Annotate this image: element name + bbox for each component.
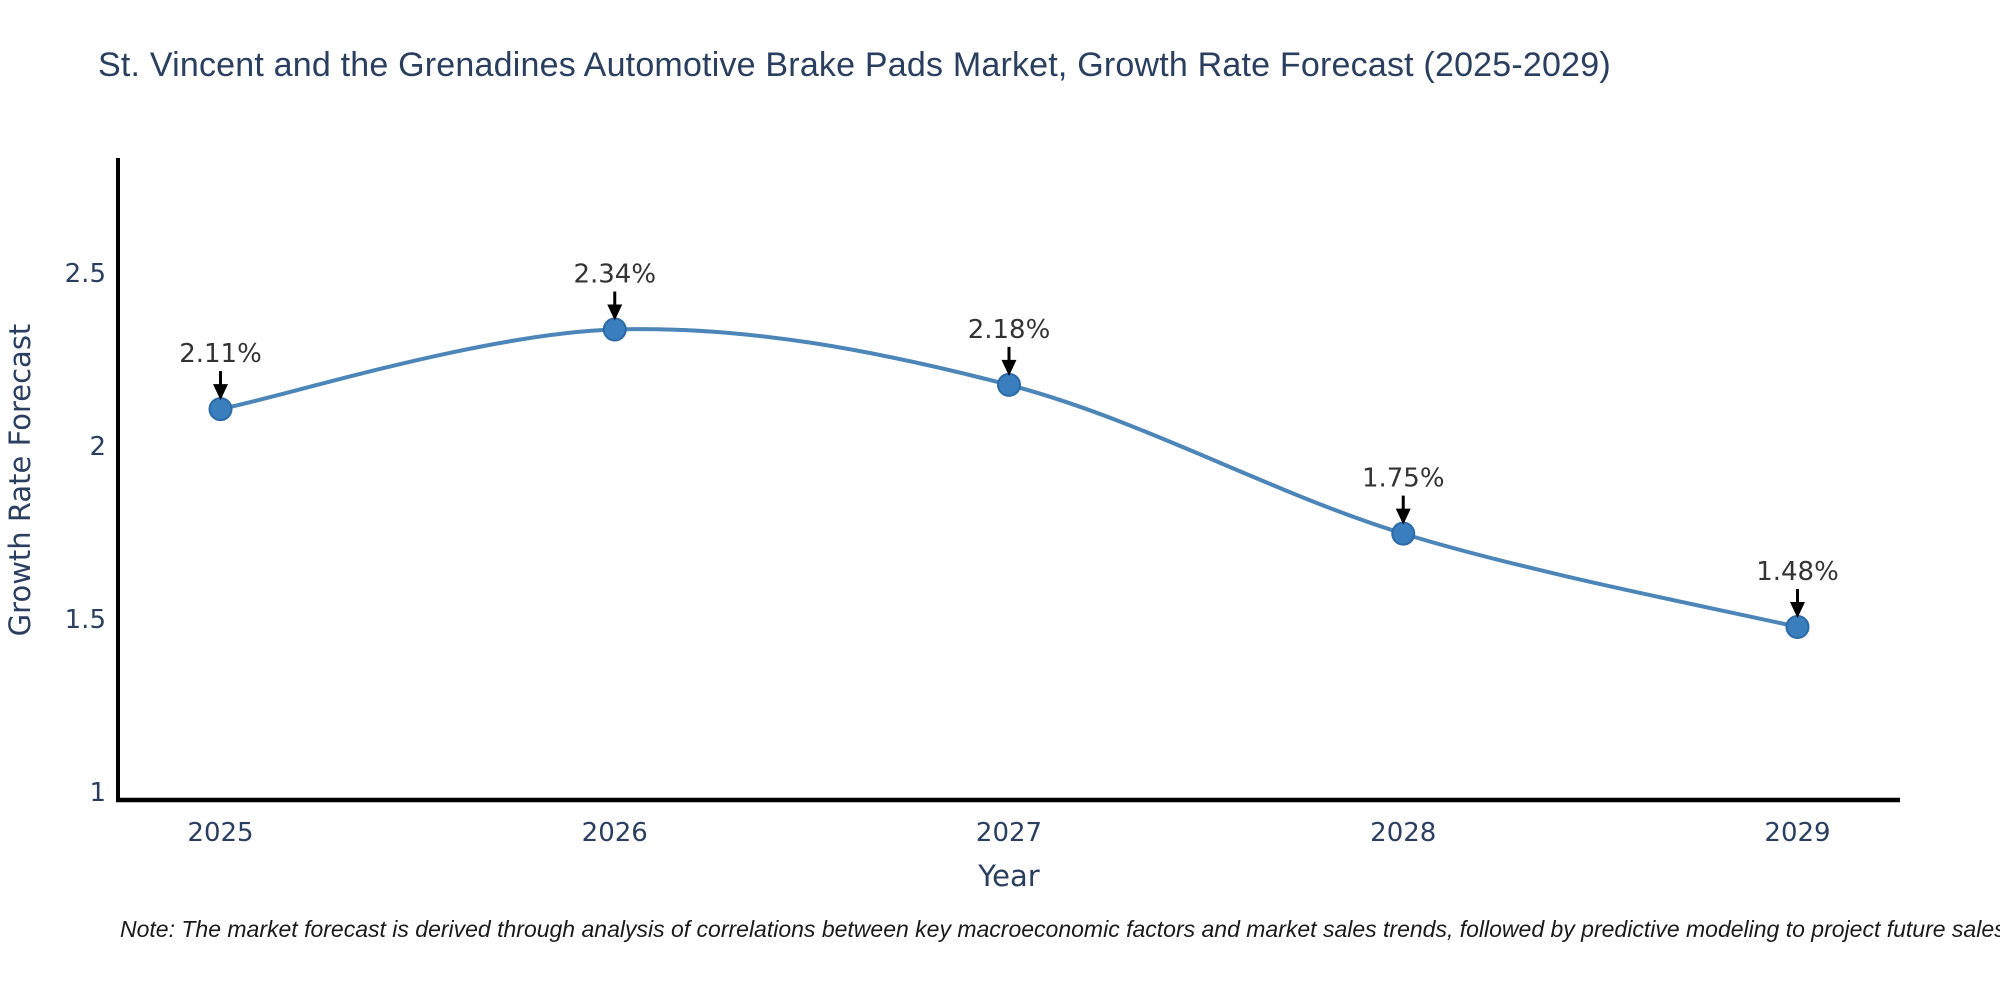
data-label: 1.48%	[1756, 557, 1839, 587]
data-point-marker	[997, 372, 1021, 397]
data-point-marker	[208, 397, 233, 422]
footnote: Note: The market forecast is derived thr…	[120, 916, 2000, 942]
x-tick-label: 2025	[187, 818, 253, 848]
data-label: 2.34%	[573, 260, 656, 290]
annotation-arrow-head	[1395, 508, 1411, 525]
data-point-marker	[602, 317, 627, 342]
chart-title: St. Vincent and the Grenadines Automotiv…	[98, 46, 1611, 84]
annotation-arrow-head	[1789, 602, 1805, 619]
x-tick-label: 2026	[582, 818, 648, 848]
data-label: 1.75%	[1362, 464, 1445, 494]
data-label: 2.18%	[968, 315, 1051, 345]
data-point-marker	[1785, 615, 1810, 640]
data-label: 2.11%	[179, 339, 262, 369]
data-point-marker	[1391, 521, 1416, 546]
x-axis-title: Year	[977, 859, 1039, 893]
x-tick-label: 2027	[976, 818, 1042, 848]
y-tick-label: 2	[89, 432, 106, 462]
annotation-arrow-head	[1001, 359, 1017, 376]
x-tick-label: 2029	[1764, 818, 1830, 848]
y-tick-label: 1	[89, 778, 106, 808]
annotation-arrow-head	[607, 304, 623, 321]
y-tick-label: 1.5	[65, 605, 106, 635]
y-axis-title: Growth Rate Forecast	[3, 324, 37, 637]
annotation-arrow-head	[213, 384, 229, 401]
x-tick-label: 2028	[1370, 818, 1436, 848]
y-tick-label: 2.5	[65, 259, 106, 289]
